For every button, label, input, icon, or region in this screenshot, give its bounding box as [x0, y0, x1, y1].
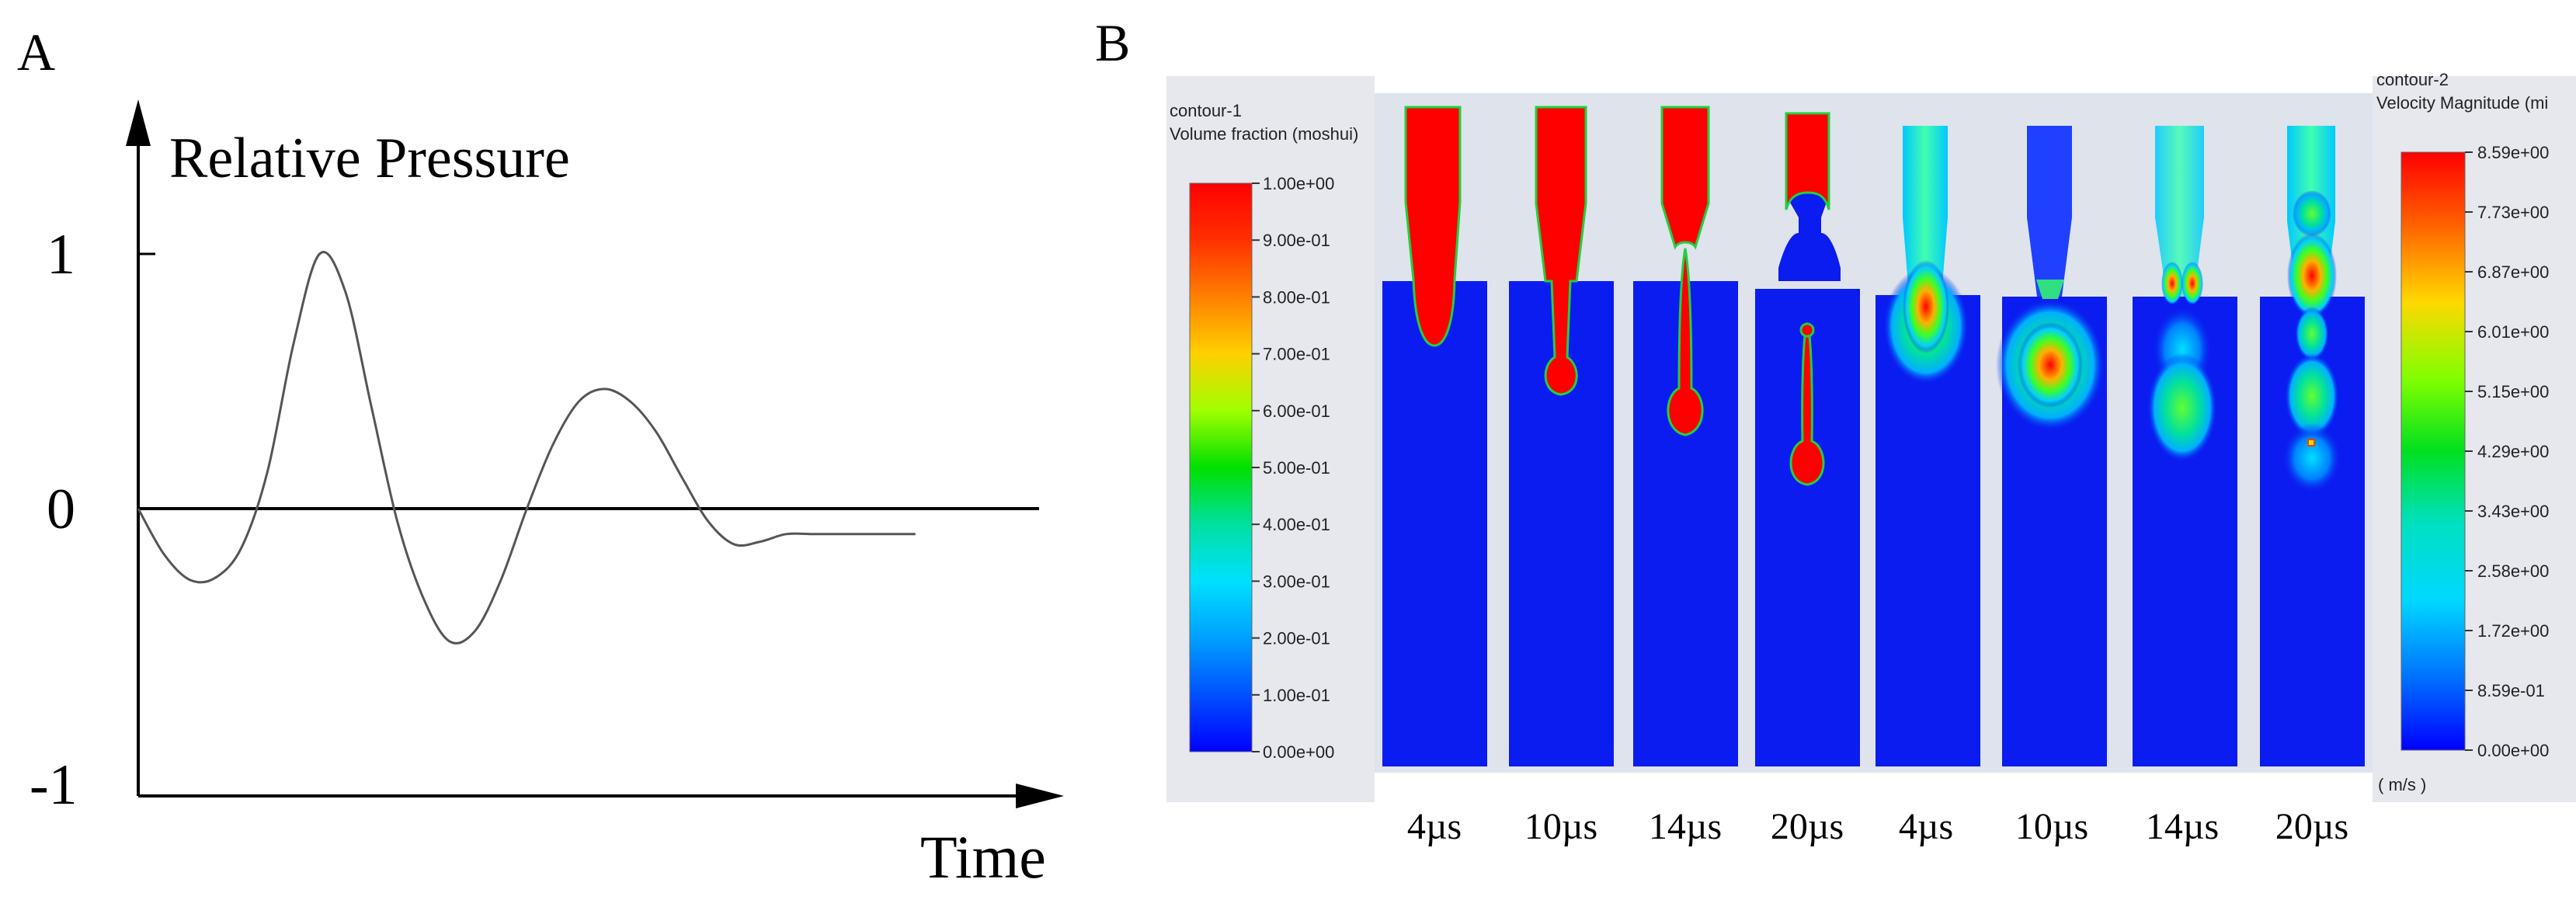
time-label: 20µs	[1771, 806, 1844, 847]
time-label: 4µs	[1407, 806, 1462, 847]
vf-frame-4us	[1382, 106, 1487, 766]
right-colorbar-ticks: 8.59e+00 7.73e+00 6.87e+00 6.01e+00 5.15e+00…	[2465, 143, 2549, 760]
time-labels: 4µs 10µs 14µs 20µs 4µs 10µs 14µs 20µs	[1407, 806, 2348, 847]
y-axis-arrow	[126, 99, 151, 146]
panel-a-label: A	[17, 23, 55, 82]
right-tick-label: 7.73e+00	[2477, 203, 2549, 222]
vf-frame-10us	[1509, 106, 1614, 766]
left-tick-label: 1.00e-01	[1263, 686, 1330, 705]
time-label: 10µs	[1524, 806, 1597, 847]
vel-frame-14us	[2133, 126, 2237, 766]
time-label: 14µs	[1649, 806, 1722, 847]
time-label: 14µs	[2146, 806, 2219, 847]
right-colorbar	[2400, 151, 2466, 751]
left-colorbar	[1189, 182, 1253, 752]
y-tick-label: 0	[47, 478, 75, 541]
y-tick-label: 1	[47, 223, 75, 287]
vel-frame-20us	[2260, 126, 2365, 766]
left-tick-label: 7.00e-01	[1263, 345, 1330, 364]
pressure-waveform	[137, 251, 916, 645]
left-legend-title: contour-1	[1170, 101, 1242, 120]
vf-frame-20us	[1755, 112, 1860, 766]
right-tick-label: 3.43e+00	[2477, 502, 2549, 521]
time-label: 20µs	[2275, 806, 2348, 847]
right-tick-label: 6.01e+00	[2477, 322, 2549, 342]
right-tick-label: 4.29e+00	[2477, 442, 2549, 461]
right-tick-label: 1.72e+00	[2477, 621, 2549, 641]
left-tick-label: 2.00e-01	[1263, 629, 1330, 648]
vel-frame-10us	[1996, 126, 2107, 766]
left-tick-label: 5.00e-01	[1263, 458, 1330, 478]
vel-frame-4us	[1876, 126, 1980, 766]
right-tick-label: 2.58e+00	[2477, 561, 2549, 581]
left-legend-subtitle: Volume fraction (moshui)	[1170, 124, 1358, 144]
left-tick-label: 0.00e+00	[1263, 742, 1334, 762]
y-tick-label: -1	[30, 753, 78, 817]
right-tick-label: 0.00e+00	[2477, 741, 2549, 760]
velocity-unit: ( m/s )	[2378, 775, 2426, 794]
x-axis-title: Time	[920, 823, 1046, 891]
time-label: 4µs	[1899, 806, 1953, 847]
right-tick-label: 8.59e+00	[2477, 143, 2549, 162]
time-label: 10µs	[2015, 806, 2088, 847]
left-tick-label: 3.00e-01	[1263, 572, 1330, 591]
left-tick-label: 6.00e-01	[1263, 401, 1330, 421]
right-legend-subtitle: Velocity Magnitude (mi	[2376, 93, 2548, 113]
right-tick-label: 5.15e+00	[2477, 382, 2549, 401]
right-tick-label: 6.87e+00	[2477, 262, 2549, 282]
waveform-line	[137, 251, 916, 645]
left-colorbar-ticks: 1.00e+00 9.00e-01 8.00e-01 7.00e-01 6.00e-01…	[1252, 174, 1334, 762]
left-tick-label: 9.00e-01	[1263, 231, 1330, 250]
left-tick-label: 4.00e-01	[1263, 515, 1330, 534]
left-tick-label: 8.00e-01	[1263, 287, 1330, 307]
right-tick-label: 8.59e-01	[2477, 681, 2545, 700]
panel-b-label: B	[1095, 13, 1130, 72]
x-axis-arrow	[1016, 784, 1064, 808]
left-tick-label: 1.00e+00	[1263, 174, 1334, 193]
right-legend-title: contour-2	[2376, 70, 2449, 89]
y-axis-title: Relative Pressure	[169, 127, 570, 190]
vf-frame-14us	[1633, 106, 1738, 766]
